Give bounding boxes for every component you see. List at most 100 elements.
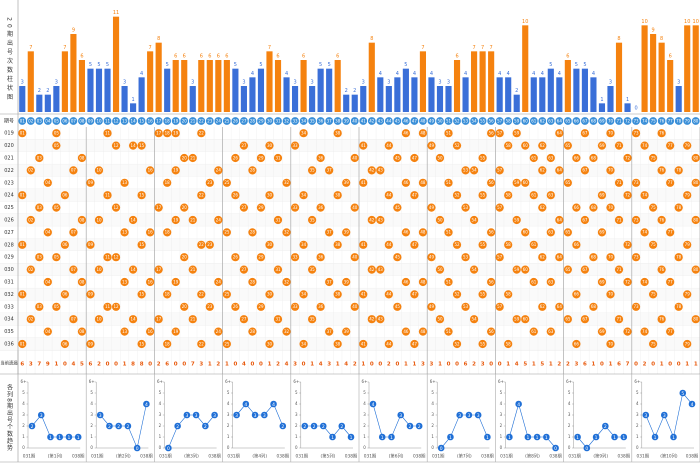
number-badge <box>657 117 666 125</box>
drawn-ball <box>631 302 641 311</box>
trend-point <box>319 422 327 430</box>
drawn-ball <box>606 290 615 299</box>
drawn-number: 02 <box>28 267 34 272</box>
drawn-ball <box>273 265 283 274</box>
drawn-number: 52 <box>454 341 460 346</box>
omission-value: 2 <box>643 362 647 368</box>
drawn-number: 68 <box>591 155 597 160</box>
trend-point-label: 1 <box>77 435 80 441</box>
drawn-number: 45 <box>395 205 401 210</box>
drawn-ball <box>384 290 393 299</box>
number-label: 61 <box>531 118 537 123</box>
bar <box>223 60 230 112</box>
drawn-number: 70 <box>608 168 614 173</box>
drawn-number: 58 <box>506 242 512 247</box>
omission-value: 1 <box>438 362 442 368</box>
drawn-number: 50 <box>437 155 443 160</box>
period-label: 027 <box>4 230 14 236</box>
number-badge <box>419 117 427 125</box>
number-badge <box>86 117 95 125</box>
drawn-ball <box>401 277 410 287</box>
number-label: 64 <box>557 118 563 123</box>
drawn-ball <box>649 240 658 249</box>
drawn-number: 70 <box>608 341 614 346</box>
number-label: 21 <box>190 118 196 123</box>
bar-value-label: 6 <box>276 54 279 60</box>
drawn-number: 11 <box>105 304 111 309</box>
omission-value: 6 <box>617 362 621 368</box>
number-badge <box>487 117 496 125</box>
drawn-ball <box>683 290 692 299</box>
omission-value: 2 <box>157 362 161 368</box>
drawn-number: 44 <box>386 341 392 346</box>
bar <box>61 51 68 112</box>
number-badge <box>529 117 538 125</box>
trend-point-label: 5 <box>681 391 684 397</box>
number-badge <box>52 117 61 125</box>
drawn-number: 04 <box>45 329 51 334</box>
trend-point-label: 3 <box>458 413 461 419</box>
drawn-ball <box>444 327 453 336</box>
drawn-ball <box>606 339 615 349</box>
trend-point-label: 2 <box>409 424 412 430</box>
drawn-number: 62 <box>540 143 546 148</box>
x-column-label: (第6列) <box>389 453 404 460</box>
number-badge <box>316 117 325 125</box>
trend-point <box>279 422 287 430</box>
drawn-number: 66 <box>574 205 580 210</box>
trend-point <box>96 411 104 419</box>
number-label: 25 <box>224 118 230 123</box>
drawn-number: 03 <box>37 155 43 160</box>
bar <box>530 77 537 112</box>
bar-value-label: 2 <box>345 88 348 94</box>
number-badge <box>350 117 359 125</box>
drawn-ball <box>273 215 283 225</box>
row-bg <box>0 337 700 351</box>
number-label: 33 <box>293 118 299 123</box>
number-badge <box>376 117 385 125</box>
number-badge <box>632 117 640 125</box>
drawn-ball <box>188 315 197 324</box>
y-tick-label: 0 <box>227 445 230 450</box>
drawn-number: 14 <box>131 267 137 272</box>
number-label: 18 <box>165 118 171 123</box>
number-badge <box>555 117 564 125</box>
y-tick-label: 1 <box>227 434 230 439</box>
omission-value: 1 <box>412 362 416 368</box>
drawn-ball <box>316 153 325 163</box>
drawn-number: 06 <box>62 292 68 297</box>
drawn-ball <box>222 228 231 237</box>
drawn-number: 24 <box>216 168 222 173</box>
drawn-number: 78 <box>676 168 682 173</box>
drawn-ball <box>649 153 658 163</box>
drawn-ball <box>180 302 189 311</box>
drawn-number: 22 <box>199 242 205 247</box>
number-label: 52 <box>454 118 460 123</box>
trend-point-label: 1 <box>526 435 529 441</box>
drawn-ball <box>461 302 470 311</box>
bar <box>249 77 256 112</box>
drawn-ball <box>146 228 155 237</box>
y-tick-label: 5 <box>363 390 366 395</box>
drawn-number: 45 <box>395 255 401 260</box>
drawn-number: 77 <box>668 230 674 235</box>
drawn-number: 75 <box>651 205 657 210</box>
y-tick-label: 1 <box>568 434 571 439</box>
drawn-ball <box>214 166 223 175</box>
trend-point <box>543 433 550 441</box>
number-label: 32 <box>284 118 290 123</box>
number-badge <box>436 117 444 125</box>
trend-point-label: 3 <box>40 413 43 419</box>
drawn-number: 25 <box>224 292 230 297</box>
drawn-ball <box>376 215 385 225</box>
drawn-number: 63 <box>548 279 554 284</box>
bar <box>27 51 34 112</box>
number-label: 77 <box>668 118 674 123</box>
number-label: 76 <box>659 118 665 123</box>
drawn-number: 79 <box>685 193 691 198</box>
drawn-number: 67 <box>582 317 588 322</box>
y-tick-label: 4 <box>363 401 366 406</box>
bar <box>215 60 222 112</box>
drawn-ball <box>504 339 513 349</box>
drawn-number: 77 <box>668 279 674 284</box>
